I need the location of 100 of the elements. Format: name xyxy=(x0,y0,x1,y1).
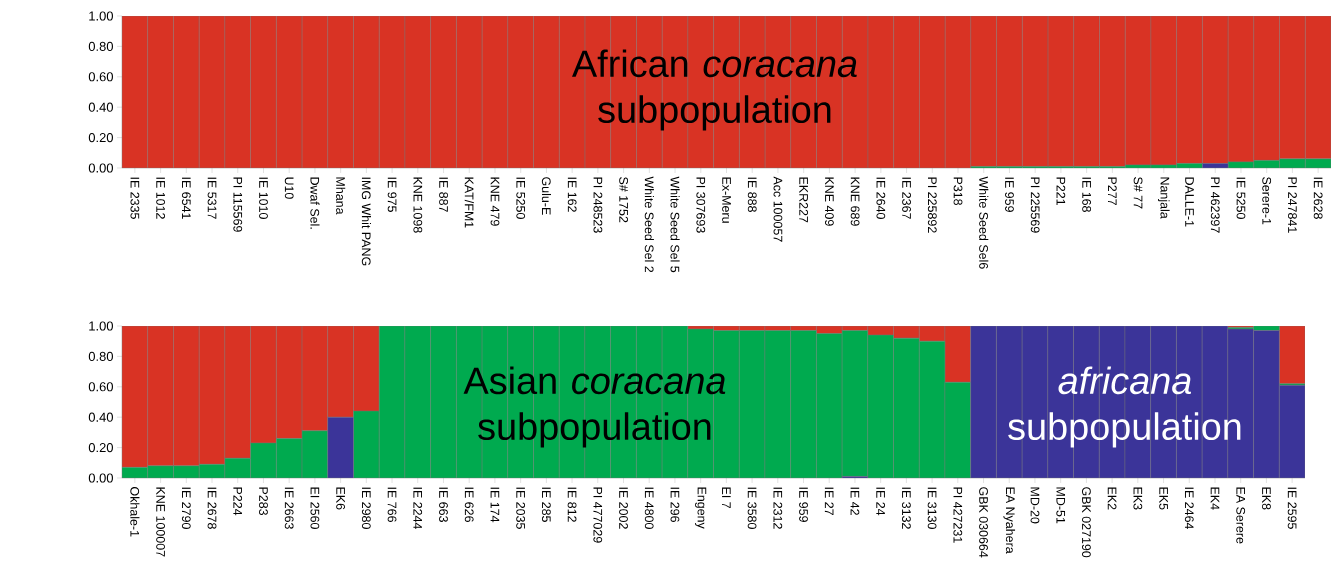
x-tick-label: IE 168 xyxy=(1082,177,1092,212)
x-tick-label: P318 xyxy=(953,177,963,206)
x-tick-label: IE 2002 xyxy=(619,487,628,529)
x-tick-label: EI 7 xyxy=(722,487,731,509)
x-tick-label: IE 6541 xyxy=(181,177,191,219)
x-tick-label: White Seed Sel 2 xyxy=(644,176,654,273)
x-tick-label: EK3 xyxy=(1133,487,1143,510)
x-tick-label: IE 2244 xyxy=(413,487,423,530)
x-tick-label: MD-20 xyxy=(1030,487,1040,524)
x-tick-label: IMG Whit PANG xyxy=(361,177,371,266)
x-tick-label: EK8 xyxy=(1262,487,1271,510)
x-tick-label: GBK 030664 xyxy=(979,487,988,558)
x-tick-label: IE 3130 xyxy=(927,487,937,529)
y-tick-label: 0.40 xyxy=(88,412,113,422)
annotation: africana subpopulation xyxy=(1008,366,1241,448)
x-tick-label: MD-51 xyxy=(1056,487,1066,524)
x-tick-label: EA Serere xyxy=(1236,487,1246,544)
x-tick-label: P224 xyxy=(233,487,243,516)
x-tick-label: EK6 xyxy=(336,487,346,510)
x-tick-label: IE 3580 xyxy=(747,487,757,529)
x-tick-label: Acc 100057 xyxy=(773,176,783,242)
x-tick-label: IE 2335 xyxy=(130,177,140,219)
x-tick-label: IE 766 xyxy=(387,487,397,522)
x-tick-label: KNE 689 xyxy=(850,177,860,226)
x-tick-label: PI 115569 xyxy=(233,177,243,232)
x-tick-label: P283 xyxy=(259,487,268,516)
x-tick-label: PI 247841 xyxy=(1288,177,1297,233)
x-tick-label: IE 2595 xyxy=(1287,487,1297,529)
x-tick-label: IE 285 xyxy=(541,487,551,522)
x-tick-label: Serere-1 xyxy=(1262,177,1272,225)
y-tick-label: 0.60 xyxy=(88,72,113,82)
x-tick-label: IE 2035 xyxy=(516,487,526,529)
x-tick-label: PI 225569 xyxy=(1030,177,1040,233)
x-tick-label: IE 2312 xyxy=(773,487,783,529)
y-tick-label: 0.80 xyxy=(88,41,113,51)
x-tick-label: KNE 479 xyxy=(490,177,500,226)
x-tick-label: IE 975 xyxy=(387,177,397,212)
x-tick-label: DALLE-1 xyxy=(1185,177,1194,227)
x-tick-label: Nanjala xyxy=(1158,177,1170,219)
x-tick-label: PI 225892 xyxy=(927,177,937,233)
x-tick-label: Engeny xyxy=(695,487,707,529)
x-tick-label: U10 xyxy=(284,177,294,199)
x-tick-label: IE 5250 xyxy=(1236,177,1246,219)
x-tick-label: Dwaf Sel. xyxy=(310,177,320,229)
x-tick-label: EA Nyahera xyxy=(1003,487,1016,554)
x-tick-label: IE 2678 xyxy=(207,487,217,529)
x-tick-label: Mhana xyxy=(336,177,346,215)
x-tick-label: GBK 027190 xyxy=(1081,487,1091,558)
x-tick-label: EK5 xyxy=(1159,487,1168,510)
x-tick-label: EI 2560 xyxy=(310,487,320,529)
x-tick-label: IE 24 xyxy=(876,487,886,516)
x-tick-label: IE 2628 xyxy=(1313,177,1323,219)
annotation: Asian coracana subpopulation xyxy=(463,366,726,448)
x-tick-label: PI 477029 xyxy=(593,487,603,543)
x-tick-label: P221 xyxy=(1056,177,1066,205)
x-tick-label: EK2 xyxy=(1107,487,1117,510)
x-tick-label: IE 296 xyxy=(670,487,680,522)
y-tick-label: 0.20 xyxy=(88,133,113,143)
x-tick-label: IE 2367 xyxy=(902,177,911,219)
y-tick-label: 0.00 xyxy=(88,163,113,173)
x-tick-label: IE 27 xyxy=(824,487,834,515)
x-tick-label: IE 2980 xyxy=(361,487,371,529)
x-tick-label: IE 888 xyxy=(747,177,757,212)
x-tick-label: IE 2640 xyxy=(876,177,886,219)
x-tick-label: IE 959 xyxy=(1005,177,1014,212)
x-tick-label: Gulu-E xyxy=(541,177,552,215)
x-tick-label: EK4 xyxy=(1210,487,1220,510)
y-tick-label: 1.00 xyxy=(89,321,113,331)
x-tick-label: IE 42 xyxy=(850,487,860,515)
y-tick-label: 0.40 xyxy=(88,102,113,112)
x-tick-label: IE 1012 xyxy=(156,177,165,219)
x-tick-label: IE 663 xyxy=(439,487,448,522)
x-tick-label: IE 4800 xyxy=(644,487,654,529)
y-tick-label: 0.60 xyxy=(88,382,113,392)
y-tick-label: 0.20 xyxy=(88,443,113,453)
x-tick-label: IE 959 xyxy=(799,487,808,522)
x-tick-label: IE 626 xyxy=(464,487,474,522)
x-tick-label: S# 77 xyxy=(1133,177,1143,209)
x-tick-label: KNE 1098 xyxy=(413,177,423,233)
annotation: African coracana subpopulation xyxy=(572,49,857,131)
x-tick-label: IE 5250 xyxy=(516,177,526,219)
x-tick-label: KNE 409 xyxy=(824,177,834,226)
x-tick-label: White Seed Sel 5 xyxy=(670,176,680,273)
x-tick-label: IE 887 xyxy=(439,177,448,212)
x-tick-label: IE 2790 xyxy=(181,487,191,529)
x-tick-label: KAT/FM1 xyxy=(464,177,474,228)
x-tick-label: PI 307693 xyxy=(696,177,706,233)
x-tick-label: EKR227 xyxy=(799,177,809,223)
x-tick-label: P277 xyxy=(1108,177,1117,205)
x-tick-label: KNE 100007 xyxy=(156,487,165,557)
x-tick-label: IE 2663 xyxy=(284,487,294,529)
x-tick-label: IE 174 xyxy=(490,487,500,523)
x-tick-label: IE 3132 xyxy=(901,487,911,529)
x-tick-label: IE 2464 xyxy=(1184,487,1194,530)
y-tick-label: 0.00 xyxy=(88,473,113,483)
x-tick-label: Okhale-1 xyxy=(130,487,140,537)
x-tick-label: PI 462397 xyxy=(1210,177,1220,233)
x-tick-label: PI 427231 xyxy=(953,487,963,543)
x-tick-label: Ex-Meru xyxy=(722,177,731,223)
y-tick-label: 0.80 xyxy=(88,351,113,361)
